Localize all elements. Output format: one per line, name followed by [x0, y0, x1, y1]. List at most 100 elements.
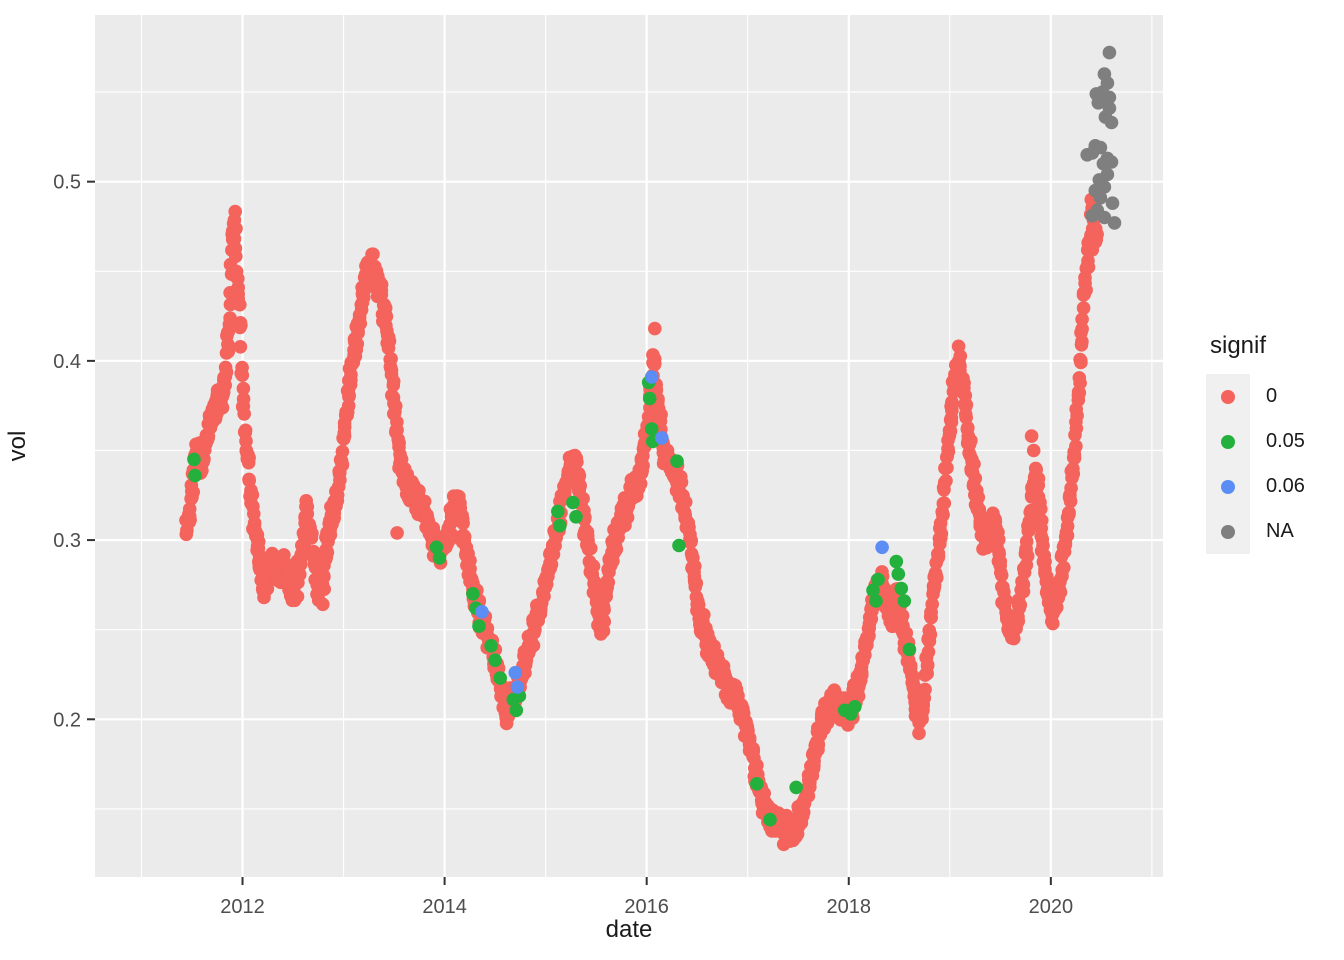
legend: signif 0 0.05 0.06 NA: [1206, 332, 1336, 554]
data-point: [681, 517, 695, 531]
data-point: [1046, 616, 1060, 631]
data-point: [939, 474, 953, 488]
data-point: [1079, 283, 1093, 297]
data-point: [566, 495, 580, 510]
legend-entries: 0 0.05 0.06 NA: [1206, 374, 1336, 554]
data-point: [488, 653, 502, 667]
x-axis-title: date: [606, 916, 653, 943]
data-point: [183, 513, 197, 527]
data-point: [1081, 260, 1096, 275]
data-point: [1066, 461, 1080, 476]
data-point: [188, 468, 202, 483]
data-point: [1013, 598, 1028, 612]
data-point: [971, 490, 986, 505]
data-point: [963, 435, 977, 449]
data-point: [432, 551, 447, 565]
data-point: [855, 668, 869, 682]
data-point: [1102, 45, 1117, 60]
data-point: [417, 494, 432, 509]
data-point: [518, 658, 533, 672]
data-point: [236, 392, 251, 406]
data-point: [597, 603, 611, 617]
data-point: [1104, 115, 1119, 130]
x-tick-label: 2018: [827, 896, 872, 918]
x-tick-label: 2016: [624, 896, 669, 918]
data-point: [388, 404, 402, 419]
data-point: [353, 316, 368, 331]
data-point: [182, 502, 197, 516]
data-point: [998, 593, 1012, 608]
data-point: [601, 575, 616, 590]
data-point: [335, 444, 350, 459]
data-point: [231, 280, 245, 295]
data-point: [1075, 322, 1089, 336]
data-point: [894, 581, 909, 596]
data-point: [382, 334, 397, 348]
data-point: [334, 455, 349, 470]
legend-key: [1206, 509, 1250, 554]
data-point: [1089, 232, 1104, 247]
data-point: [957, 376, 971, 390]
data-point: [576, 491, 590, 506]
data-point: [466, 587, 480, 601]
data-point: [1010, 614, 1025, 628]
data-point: [509, 703, 524, 718]
data-point: [925, 597, 939, 611]
legend-entry-0: 0: [1206, 374, 1336, 419]
data-point: [493, 671, 508, 685]
data-point: [672, 538, 686, 553]
data-point: [573, 478, 587, 493]
data-point: [233, 320, 247, 335]
y-tick-label: 0.5: [53, 172, 81, 194]
data-point: [341, 399, 356, 413]
data-point: [1015, 577, 1030, 592]
data-point: [1026, 443, 1041, 458]
data-point: [848, 700, 862, 714]
data-point: [674, 475, 689, 490]
data-point: [586, 559, 601, 574]
data-point: [633, 476, 648, 491]
data-point: [687, 565, 701, 579]
data-point: [689, 576, 704, 590]
data-point: [891, 567, 906, 581]
data-point: [934, 526, 949, 541]
data-point: [871, 572, 885, 587]
data-point: [1080, 148, 1094, 162]
data-point: [472, 619, 486, 633]
data-point: [1064, 481, 1078, 495]
data-point: [221, 344, 236, 359]
data-point: [233, 340, 248, 354]
data-point: [570, 455, 584, 469]
legend-entry-NA: NA: [1206, 509, 1336, 554]
legend-dot-icon: [1221, 389, 1235, 404]
data-point: [237, 407, 251, 421]
legend-label: 0.05: [1266, 430, 1305, 452]
data-point: [342, 388, 357, 403]
y-tick-label: 0.3: [53, 530, 81, 552]
data-point: [742, 731, 757, 745]
data-point: [912, 726, 926, 741]
data-point: [218, 360, 233, 375]
data-point: [569, 510, 583, 524]
data-point: [1035, 532, 1050, 547]
data-point: [1074, 355, 1088, 370]
data-point: [648, 321, 662, 336]
data-point: [921, 645, 936, 659]
data-point: [508, 665, 523, 680]
data-point: [344, 373, 358, 388]
data-point: [897, 594, 912, 608]
data-point: [941, 444, 956, 459]
legend-key: [1206, 374, 1250, 419]
data-point: [251, 534, 266, 549]
data-point: [1105, 196, 1120, 210]
data-point: [895, 608, 910, 623]
data-point: [510, 680, 525, 694]
data-point: [584, 541, 598, 556]
data-point: [366, 247, 380, 261]
data-point: [337, 425, 352, 440]
data-point: [642, 391, 657, 406]
legend-key: [1206, 464, 1250, 509]
data-point: [920, 658, 935, 672]
data-point: [1075, 312, 1089, 327]
